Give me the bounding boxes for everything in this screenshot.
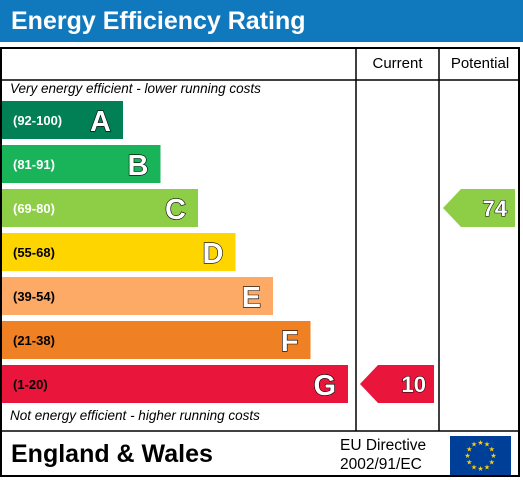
eu-directive-label: EU Directive bbox=[340, 437, 427, 454]
eu-star-icon: ★ bbox=[477, 465, 483, 473]
band-g: (1-20) G bbox=[2, 365, 348, 403]
band-letter-label: B bbox=[128, 150, 149, 182]
eu-star-icon: ★ bbox=[490, 452, 496, 460]
band-f: (21-38) F bbox=[2, 321, 311, 359]
band-letter-label: D bbox=[203, 238, 224, 270]
band-range-label: (69-80) bbox=[13, 201, 55, 216]
band-bar-e bbox=[2, 277, 273, 315]
band-letter-label: C bbox=[165, 194, 186, 226]
band-bar-b bbox=[2, 145, 161, 183]
eu-star-icon: ★ bbox=[489, 446, 495, 454]
rating-bands: (92-100) A (81-91) B (69-80) C (55-68) D (39-54)… bbox=[2, 101, 348, 403]
eu-star-icon: ★ bbox=[466, 446, 472, 454]
potential-rating-value: 74 bbox=[483, 196, 508, 221]
band-letter-label: E bbox=[242, 282, 261, 314]
band-b: (81-91) B bbox=[2, 145, 161, 183]
efficient-note: Very energy efficient - lower running co… bbox=[10, 81, 261, 96]
eu-star-icon: ★ bbox=[464, 452, 470, 460]
eu-star-icon: ★ bbox=[471, 463, 477, 471]
band-range-label: (81-91) bbox=[13, 157, 55, 172]
rating-frame bbox=[0, 47, 520, 477]
band-letter-label: G bbox=[313, 370, 336, 402]
rating-arrows: 10 74 bbox=[360, 189, 515, 403]
eu-star-icon: ★ bbox=[484, 441, 490, 449]
band-a: (92-100) A bbox=[2, 101, 123, 139]
band-letter-label: F bbox=[281, 326, 299, 358]
eu-star-icon: ★ bbox=[477, 439, 483, 447]
band-range-label: (39-54) bbox=[13, 289, 55, 304]
potential-column-header: Potential bbox=[450, 55, 510, 72]
band-bar-c bbox=[2, 189, 198, 227]
potential-arrow bbox=[443, 189, 515, 227]
band-range-label: (55-68) bbox=[13, 245, 55, 260]
band-bar-g bbox=[2, 365, 348, 403]
title-bar: Energy Efficiency Rating bbox=[0, 0, 523, 42]
band-bar-a bbox=[2, 101, 123, 139]
current-arrow bbox=[360, 365, 434, 403]
eu-star-icon: ★ bbox=[484, 463, 490, 471]
band-e: (39-54) E bbox=[2, 277, 273, 315]
inefficient-note: Not energy efficient - higher running co… bbox=[10, 408, 260, 423]
band-range-label: (1-20) bbox=[13, 377, 48, 392]
eu-star-icon: ★ bbox=[489, 459, 495, 467]
current-column-header: Current bbox=[372, 55, 423, 72]
band-bar-f bbox=[2, 321, 311, 359]
eu-flag-icon: ★ ★★★★★★★★★★★ bbox=[450, 436, 511, 475]
band-c: (69-80) C bbox=[2, 189, 198, 227]
band-range-label: (92-100) bbox=[13, 113, 62, 128]
band-letter-label: A bbox=[90, 106, 111, 138]
band-range-label: (21-38) bbox=[13, 333, 55, 348]
current-rating-value: 10 bbox=[402, 372, 426, 397]
chart-title: Energy Efficiency Rating bbox=[11, 7, 306, 35]
grid-lines bbox=[0, 47, 520, 432]
band-d: (55-68) D bbox=[2, 233, 236, 271]
band-bar-d bbox=[2, 233, 236, 271]
eu-star-icon: ★ bbox=[471, 441, 477, 449]
footer-region: England & Wales bbox=[11, 440, 213, 468]
eu-star-icon: ★ bbox=[466, 459, 472, 467]
eu-directive-number: 2002/91/EC bbox=[340, 456, 422, 473]
eu-flag-background bbox=[450, 436, 511, 475]
